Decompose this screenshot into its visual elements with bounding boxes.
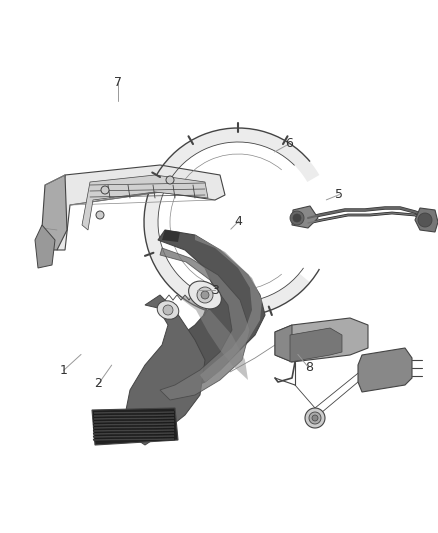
Polygon shape (93, 435, 175, 438)
Circle shape (201, 291, 209, 299)
Polygon shape (93, 429, 175, 432)
Text: 4: 4 (235, 215, 243, 228)
Polygon shape (93, 414, 175, 417)
Polygon shape (160, 248, 250, 400)
Circle shape (305, 408, 325, 428)
Text: 2: 2 (95, 377, 102, 390)
Polygon shape (57, 165, 225, 250)
Polygon shape (42, 175, 67, 250)
Ellipse shape (157, 301, 179, 319)
Text: 3: 3 (211, 284, 219, 297)
Circle shape (163, 305, 173, 315)
Polygon shape (93, 423, 175, 426)
Circle shape (312, 415, 318, 421)
Circle shape (309, 412, 321, 424)
Polygon shape (195, 235, 262, 382)
Text: 5: 5 (336, 188, 343, 201)
Polygon shape (275, 318, 368, 362)
Polygon shape (162, 230, 180, 242)
Polygon shape (93, 411, 175, 414)
Polygon shape (125, 295, 205, 445)
Circle shape (197, 287, 213, 303)
Polygon shape (290, 328, 342, 362)
Circle shape (101, 186, 109, 194)
Polygon shape (158, 230, 265, 390)
Ellipse shape (189, 281, 221, 309)
Polygon shape (292, 206, 318, 228)
Polygon shape (275, 325, 292, 362)
Polygon shape (93, 417, 175, 420)
Circle shape (293, 214, 301, 222)
Polygon shape (358, 348, 412, 392)
Text: 1: 1 (60, 364, 67, 377)
Polygon shape (93, 432, 175, 435)
Circle shape (166, 176, 174, 184)
Circle shape (418, 213, 432, 227)
Polygon shape (82, 175, 208, 230)
Polygon shape (93, 426, 175, 429)
Polygon shape (35, 225, 55, 268)
Polygon shape (144, 128, 319, 316)
Polygon shape (93, 438, 175, 441)
Text: 6: 6 (285, 138, 293, 150)
Circle shape (290, 211, 304, 225)
Circle shape (96, 211, 104, 219)
Polygon shape (93, 420, 175, 423)
Polygon shape (180, 295, 248, 380)
Text: 8: 8 (305, 361, 313, 374)
Polygon shape (415, 208, 438, 232)
Text: 7: 7 (114, 76, 122, 89)
Polygon shape (92, 408, 178, 445)
